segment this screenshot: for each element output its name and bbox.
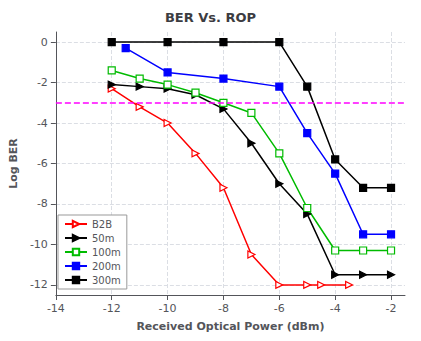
svg-text:-12: -12 <box>30 278 48 291</box>
svg-text:Log BER: Log BER <box>7 138 20 189</box>
svg-text:-14: -14 <box>47 302 65 315</box>
svg-text:50m: 50m <box>92 233 114 244</box>
svg-text:-6: -6 <box>274 302 285 315</box>
svg-text:300m: 300m <box>92 275 121 286</box>
svg-text:-4: -4 <box>330 302 341 315</box>
svg-text:-6: -6 <box>37 157 48 170</box>
svg-text:-10: -10 <box>30 238 48 251</box>
svg-text:-8: -8 <box>218 302 229 315</box>
svg-text:-12: -12 <box>103 302 121 315</box>
svg-text:100m: 100m <box>92 247 121 258</box>
svg-text:-10: -10 <box>159 302 177 315</box>
svg-text:-2: -2 <box>386 302 397 315</box>
svg-text:BER Vs. ROP: BER Vs. ROP <box>165 10 256 25</box>
svg-text:B2B: B2B <box>92 219 112 230</box>
svg-text:-4: -4 <box>37 117 48 130</box>
svg-text:200m: 200m <box>92 261 121 272</box>
svg-text:-8: -8 <box>37 197 48 210</box>
svg-text:-2: -2 <box>37 76 48 89</box>
svg-text:Received Optical Power (dBm): Received Optical Power (dBm) <box>136 320 324 333</box>
svg-text:0: 0 <box>41 36 48 49</box>
